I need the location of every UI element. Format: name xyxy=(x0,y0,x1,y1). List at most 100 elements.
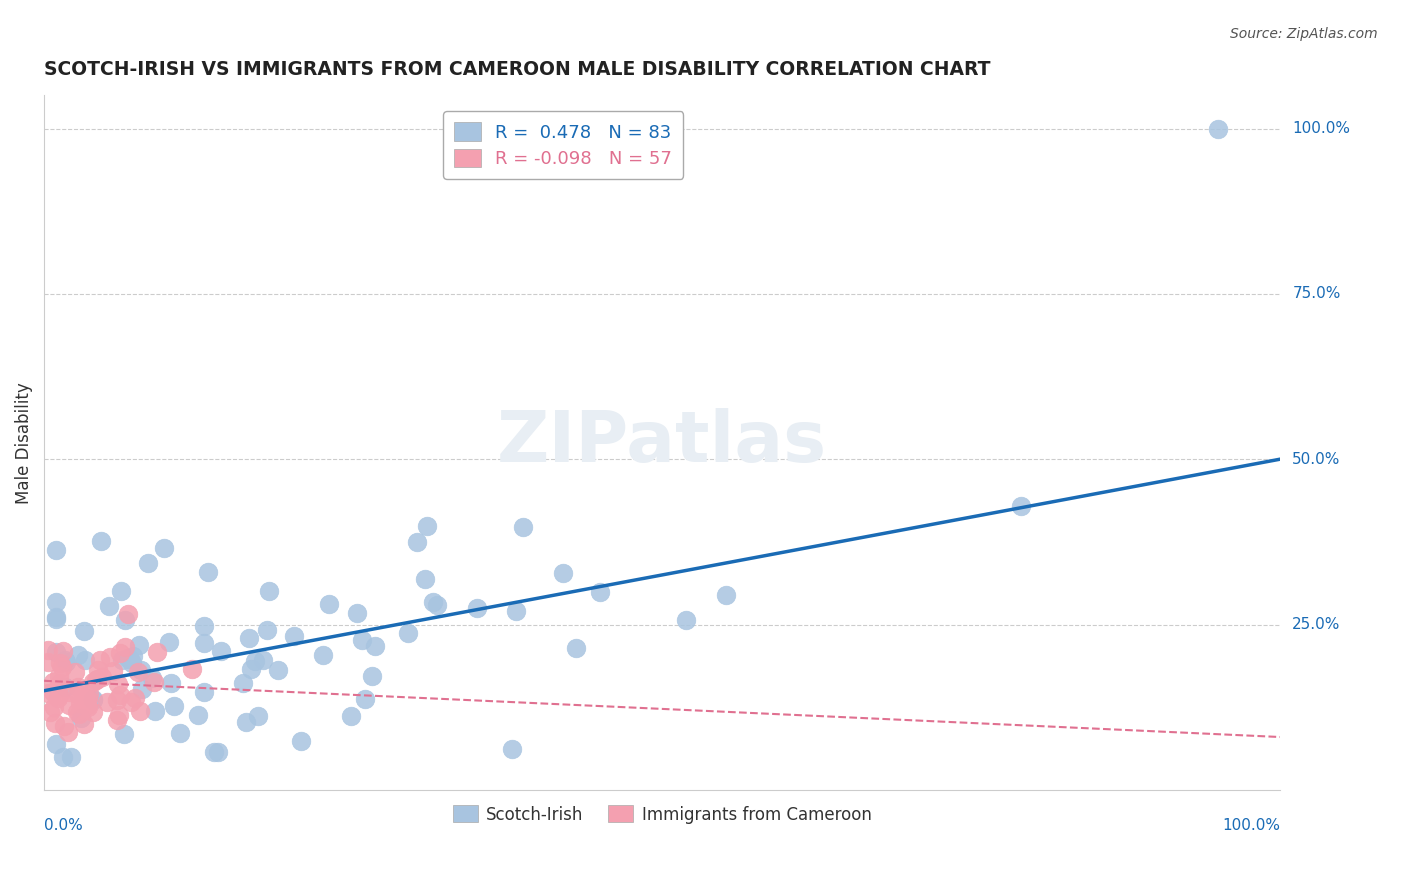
Point xyxy=(87,663,110,677)
Text: 50.0%: 50.0% xyxy=(1292,451,1341,467)
Point xyxy=(110,583,132,598)
Point xyxy=(422,595,444,609)
Point xyxy=(565,640,588,655)
Point xyxy=(118,652,141,666)
Point xyxy=(65,706,87,720)
Point xyxy=(59,685,82,699)
Point xyxy=(48,678,70,692)
Point xyxy=(352,632,374,647)
Point xyxy=(589,585,612,599)
Point xyxy=(181,662,204,676)
Point xyxy=(96,695,118,709)
Point xyxy=(1206,121,1229,136)
Point xyxy=(127,665,149,680)
Point xyxy=(207,745,229,759)
Point xyxy=(153,541,176,556)
Point xyxy=(69,711,91,725)
Point xyxy=(361,669,384,683)
Legend: Scotch-Irish, Immigrants from Cameroon: Scotch-Irish, Immigrants from Cameroon xyxy=(446,798,879,830)
Point xyxy=(84,673,107,687)
Point xyxy=(107,708,129,723)
Point xyxy=(290,734,312,748)
Point xyxy=(77,692,100,706)
Text: 0.0%: 0.0% xyxy=(44,818,83,833)
Point xyxy=(114,614,136,628)
Point xyxy=(51,749,73,764)
Text: ZIPatlas: ZIPatlas xyxy=(496,409,827,477)
Point xyxy=(465,601,488,615)
Point xyxy=(97,599,120,614)
Point xyxy=(110,646,132,660)
Point xyxy=(425,598,447,612)
Point xyxy=(46,691,69,706)
Point xyxy=(340,708,363,723)
Point xyxy=(75,653,97,667)
Point xyxy=(49,676,72,690)
Point xyxy=(112,727,135,741)
Text: 100.0%: 100.0% xyxy=(1292,121,1350,136)
Point xyxy=(90,534,112,549)
Text: 100.0%: 100.0% xyxy=(1222,818,1279,833)
Point xyxy=(136,556,159,570)
Point xyxy=(53,653,76,667)
Point xyxy=(131,681,153,696)
Point xyxy=(551,566,574,581)
Point xyxy=(257,584,280,599)
Point xyxy=(39,706,62,720)
Point xyxy=(117,607,139,621)
Point xyxy=(202,745,225,759)
Point xyxy=(73,717,96,731)
Point xyxy=(37,655,59,669)
Point xyxy=(82,692,104,706)
Point xyxy=(45,610,67,624)
Text: SCOTCH-IRISH VS IMMIGRANTS FROM CAMEROON MALE DISABILITY CORRELATION CHART: SCOTCH-IRISH VS IMMIGRANTS FROM CAMEROON… xyxy=(44,60,991,78)
Point xyxy=(67,681,90,695)
Point xyxy=(48,656,70,670)
Point xyxy=(82,674,104,689)
Point xyxy=(51,660,73,674)
Point xyxy=(37,686,59,700)
Point xyxy=(256,624,278,638)
Point xyxy=(353,692,375,706)
Point xyxy=(512,519,534,533)
Point xyxy=(45,644,67,658)
Point xyxy=(76,698,98,712)
Point xyxy=(312,648,335,663)
Point xyxy=(129,663,152,677)
Point xyxy=(114,640,136,654)
Point xyxy=(52,644,75,658)
Point xyxy=(67,707,90,722)
Point xyxy=(41,685,63,699)
Text: 75.0%: 75.0% xyxy=(1292,286,1341,301)
Point xyxy=(318,597,340,611)
Point xyxy=(45,595,67,609)
Point xyxy=(128,638,150,652)
Point xyxy=(91,670,114,684)
Point xyxy=(142,675,165,690)
Point xyxy=(56,724,79,739)
Point xyxy=(111,653,134,667)
Point xyxy=(396,626,419,640)
Point xyxy=(101,665,124,679)
Point xyxy=(77,688,100,702)
Point xyxy=(141,671,163,685)
Point xyxy=(243,654,266,668)
Point xyxy=(45,738,67,752)
Point xyxy=(1010,500,1032,514)
Point xyxy=(157,635,180,649)
Point xyxy=(193,636,215,650)
Point xyxy=(73,624,96,638)
Point xyxy=(82,692,104,706)
Point xyxy=(89,653,111,667)
Y-axis label: Male Disability: Male Disability xyxy=(15,382,32,504)
Point xyxy=(105,713,128,727)
Point xyxy=(252,653,274,667)
Point xyxy=(45,612,67,626)
Point xyxy=(122,649,145,664)
Point xyxy=(413,572,436,586)
Point xyxy=(187,707,209,722)
Point xyxy=(105,693,128,707)
Point xyxy=(238,631,260,645)
Point xyxy=(42,699,65,714)
Point xyxy=(675,613,697,627)
